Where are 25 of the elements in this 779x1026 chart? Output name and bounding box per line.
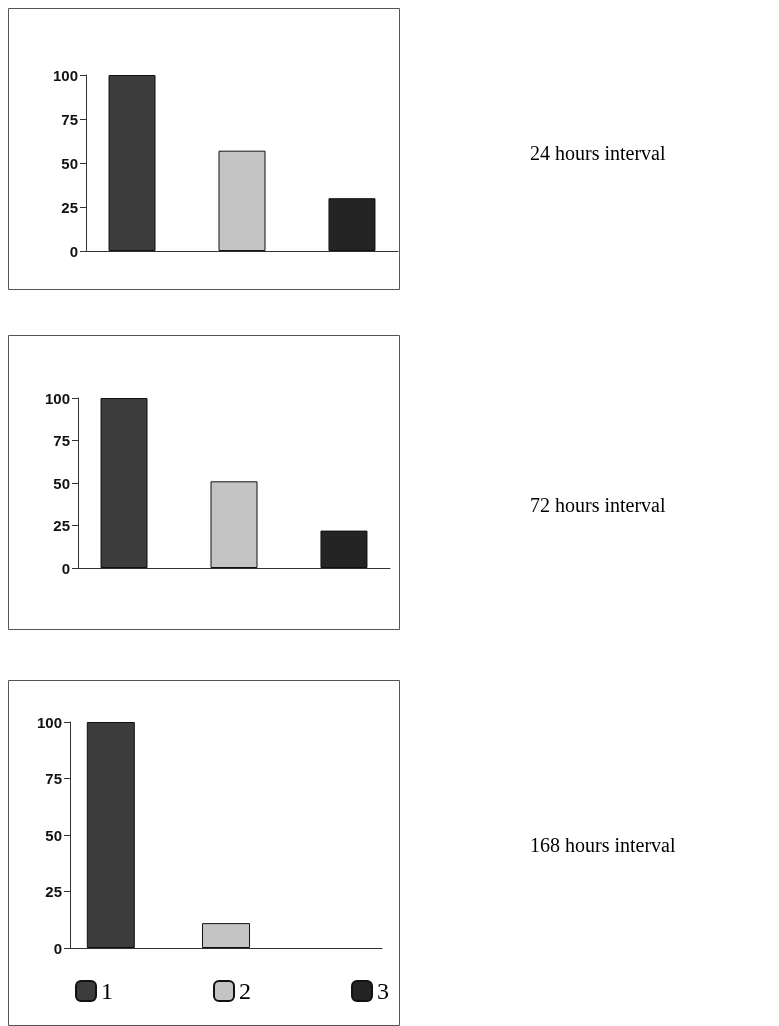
y-tick-label: 75 [45,770,62,787]
y-tick-label: 50 [45,826,62,844]
bar [320,530,368,568]
text: 72 hours interval [530,494,666,516]
y-tick-label: 75 [61,110,78,128]
y-tick-label: 75 [53,432,70,449]
text: 24 hours interval [530,142,666,164]
y-tick-label: 25 [61,198,78,216]
legend-label: 2 [239,978,251,1004]
y-tick-label: 100 [52,66,78,84]
y-tick-label: 25 [53,517,70,534]
bar [218,150,266,251]
y-tick-label: 0 [69,242,78,260]
y-tick-label: 25 [45,883,62,900]
text: 168 hours interval [530,834,676,856]
y-tick-label: 100 [36,713,62,731]
legend-label: 3 [377,978,389,1004]
y-tick-label: 0 [61,559,70,577]
y-tick-label: 50 [53,474,70,492]
y-tick-label: 0 [53,939,62,957]
legend-label: 1 [101,978,113,1004]
bar [328,198,376,251]
bar [210,481,258,568]
y-tick-label: 100 [44,389,70,407]
y-tick-label: 50 [61,154,78,172]
